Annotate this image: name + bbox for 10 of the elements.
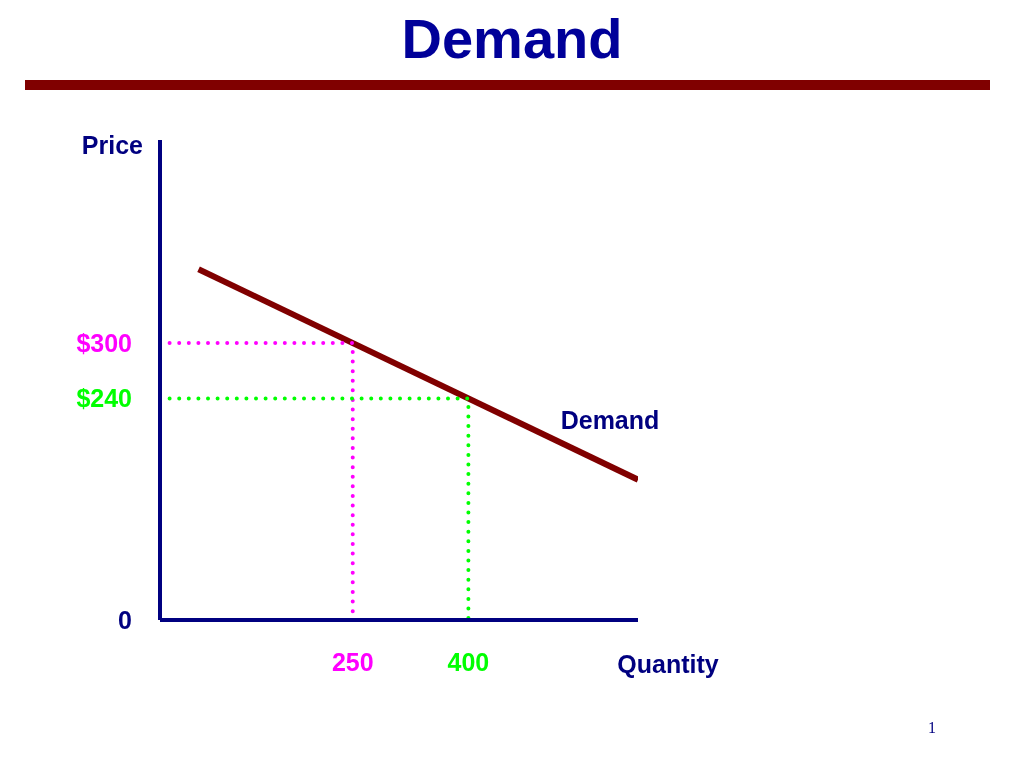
y-axis-title: Price: [81, 131, 144, 159]
y-tick-label: 0: [118, 606, 132, 634]
y-tick-label: $300: [76, 329, 132, 358]
y-tick-label: $240: [76, 384, 132, 413]
text: 1: [928, 718, 936, 738]
chart-title: Demand: [400, 6, 624, 72]
x-axis-title: Quantity: [617, 650, 719, 678]
series-label: Demand: [560, 405, 660, 434]
x-tick-label: 400: [447, 648, 490, 676]
x-tick-label: 250: [331, 648, 374, 676]
